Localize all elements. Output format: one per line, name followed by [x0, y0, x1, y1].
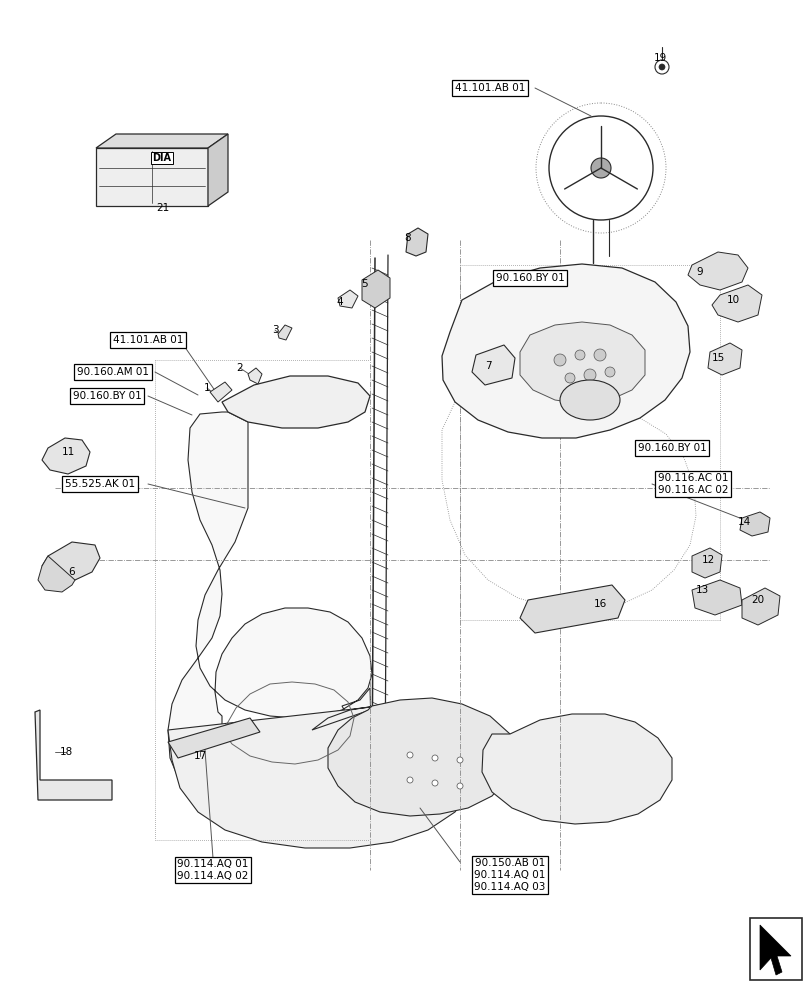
- Text: 90.160.BY 01: 90.160.BY 01: [72, 391, 141, 401]
- Circle shape: [431, 780, 437, 786]
- Polygon shape: [42, 438, 90, 474]
- Polygon shape: [208, 134, 228, 206]
- Text: 14: 14: [736, 517, 749, 527]
- Text: 11: 11: [62, 447, 75, 457]
- Polygon shape: [168, 412, 371, 828]
- Text: 15: 15: [710, 353, 723, 363]
- Text: 90.160.BY 01: 90.160.BY 01: [637, 443, 706, 453]
- Polygon shape: [96, 134, 228, 148]
- Polygon shape: [337, 290, 358, 308]
- Text: 6: 6: [69, 567, 75, 577]
- Text: 21: 21: [157, 203, 169, 213]
- Text: 90.160.BY 01: 90.160.BY 01: [495, 273, 564, 283]
- Circle shape: [457, 783, 462, 789]
- Polygon shape: [406, 228, 427, 256]
- Polygon shape: [519, 585, 624, 633]
- Polygon shape: [96, 148, 208, 206]
- Text: 20: 20: [750, 595, 764, 605]
- Polygon shape: [471, 345, 514, 385]
- Text: 55.525.AK 01: 55.525.AK 01: [65, 479, 135, 489]
- Polygon shape: [759, 925, 790, 975]
- Text: 5: 5: [361, 279, 368, 289]
- Text: 90.116.AC 01
90.116.AC 02: 90.116.AC 01 90.116.AC 02: [657, 473, 727, 495]
- Circle shape: [654, 60, 668, 74]
- Polygon shape: [38, 556, 75, 592]
- Text: 90.150.AB 01
90.114.AQ 01
90.114.AQ 03: 90.150.AB 01 90.114.AQ 01 90.114.AQ 03: [474, 858, 545, 892]
- Polygon shape: [691, 548, 721, 578]
- Text: 17: 17: [193, 751, 206, 761]
- Text: 7: 7: [484, 361, 491, 371]
- Circle shape: [457, 757, 462, 763]
- Text: 9: 9: [696, 267, 702, 277]
- Circle shape: [583, 369, 595, 381]
- Text: 12: 12: [701, 555, 714, 565]
- Polygon shape: [221, 376, 370, 428]
- Text: 1: 1: [204, 383, 210, 393]
- Polygon shape: [168, 718, 260, 758]
- Polygon shape: [441, 264, 689, 438]
- Polygon shape: [687, 252, 747, 290]
- Text: 18: 18: [59, 747, 72, 757]
- Polygon shape: [247, 368, 262, 384]
- Bar: [749, 918, 801, 980]
- Text: 41.101.AB 01: 41.101.AB 01: [113, 335, 183, 345]
- Text: 4: 4: [337, 297, 343, 307]
- Text: 41.101.AB 01: 41.101.AB 01: [454, 83, 525, 93]
- Polygon shape: [277, 325, 292, 340]
- Text: 90.160.AM 01: 90.160.AM 01: [77, 367, 148, 377]
- Polygon shape: [35, 710, 112, 800]
- Text: 10: 10: [726, 295, 739, 305]
- Circle shape: [659, 64, 664, 70]
- Polygon shape: [168, 706, 471, 848]
- Text: 90.114.AQ 01
90.114.AQ 02: 90.114.AQ 01 90.114.AQ 02: [177, 859, 248, 881]
- Polygon shape: [739, 512, 769, 536]
- Text: 19: 19: [653, 53, 666, 63]
- Polygon shape: [482, 714, 672, 824]
- Circle shape: [564, 373, 574, 383]
- Circle shape: [604, 367, 614, 377]
- Text: 13: 13: [694, 585, 708, 595]
- Circle shape: [406, 752, 413, 758]
- Text: 2: 2: [236, 363, 243, 373]
- Polygon shape: [707, 343, 741, 375]
- Polygon shape: [519, 322, 644, 404]
- Polygon shape: [741, 588, 779, 625]
- Polygon shape: [691, 580, 741, 615]
- Circle shape: [553, 354, 565, 366]
- Ellipse shape: [560, 380, 620, 420]
- Circle shape: [406, 777, 413, 783]
- Text: 16: 16: [593, 599, 606, 609]
- Text: 8: 8: [404, 233, 411, 243]
- Text: DIA: DIA: [152, 153, 171, 163]
- Polygon shape: [328, 698, 514, 816]
- Polygon shape: [210, 382, 232, 402]
- Text: 3: 3: [272, 325, 278, 335]
- Polygon shape: [711, 285, 761, 322]
- Polygon shape: [362, 270, 389, 308]
- Polygon shape: [42, 542, 100, 580]
- Circle shape: [431, 755, 437, 761]
- Circle shape: [574, 350, 584, 360]
- Circle shape: [594, 349, 605, 361]
- Circle shape: [590, 158, 610, 178]
